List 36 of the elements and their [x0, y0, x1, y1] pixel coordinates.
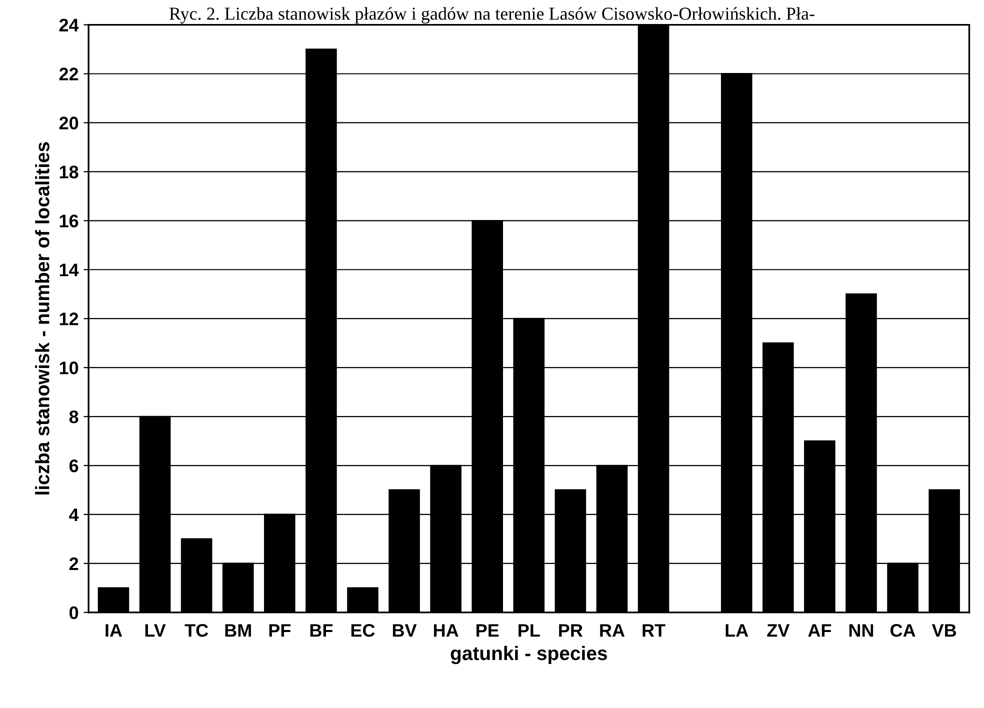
y-axis-title: liczba stanowisk - number of localities	[35, 142, 50, 494]
x-axis-title: gatunki - species	[450, 646, 607, 664]
x-tick-label: PE	[476, 624, 499, 637]
x-tick-label: LA	[726, 624, 748, 637]
x-tick-label: RT	[642, 624, 666, 637]
y-tick-label: 24	[59, 18, 79, 32]
x-tick-label: CA	[890, 624, 916, 637]
y-tick-label: 10	[60, 362, 78, 374]
y-tick-label: 16	[60, 214, 78, 228]
y-tick-label: 0	[70, 606, 78, 620]
y-tick-label: 18	[60, 166, 78, 178]
y-tick-label: 14	[60, 264, 79, 276]
x-tick-label: BV	[392, 624, 417, 637]
y-tick-label: 6	[69, 459, 78, 472]
x-tick-label: EC	[351, 624, 375, 637]
y-tick-label: 22	[59, 68, 78, 80]
x-tick-label: BF	[310, 624, 333, 637]
y-tick-label: 8	[69, 410, 78, 424]
y-tick-label: 2	[69, 557, 78, 570]
y-tick-label: 4	[69, 508, 79, 522]
x-tick-label: IA	[106, 624, 122, 637]
x-tick-label: RA	[600, 624, 625, 637]
x-tick-label: PR	[559, 624, 583, 637]
x-tick-label: LV	[145, 624, 166, 637]
x-tick-label: HA	[434, 624, 458, 637]
x-tick-label: PL	[518, 624, 540, 637]
x-tick-label: BM	[225, 624, 251, 637]
x-tick-label: NN	[849, 624, 874, 637]
chart-title: Ryc. 2. Liczba stanowisk płazów i gadów na terenie Lasów Cisowsko-Orłowińskich. Pła-	[169, 7, 814, 24]
x-tick-label: TC	[184, 624, 208, 637]
y-tick-label: 20	[59, 116, 78, 130]
x-tick-label: AF	[808, 624, 832, 637]
x-tick-label: PF	[269, 624, 291, 637]
y-tick-label: 12	[60, 312, 78, 326]
x-tick-label: ZV	[767, 624, 790, 637]
x-tick-label: VB	[932, 624, 956, 637]
